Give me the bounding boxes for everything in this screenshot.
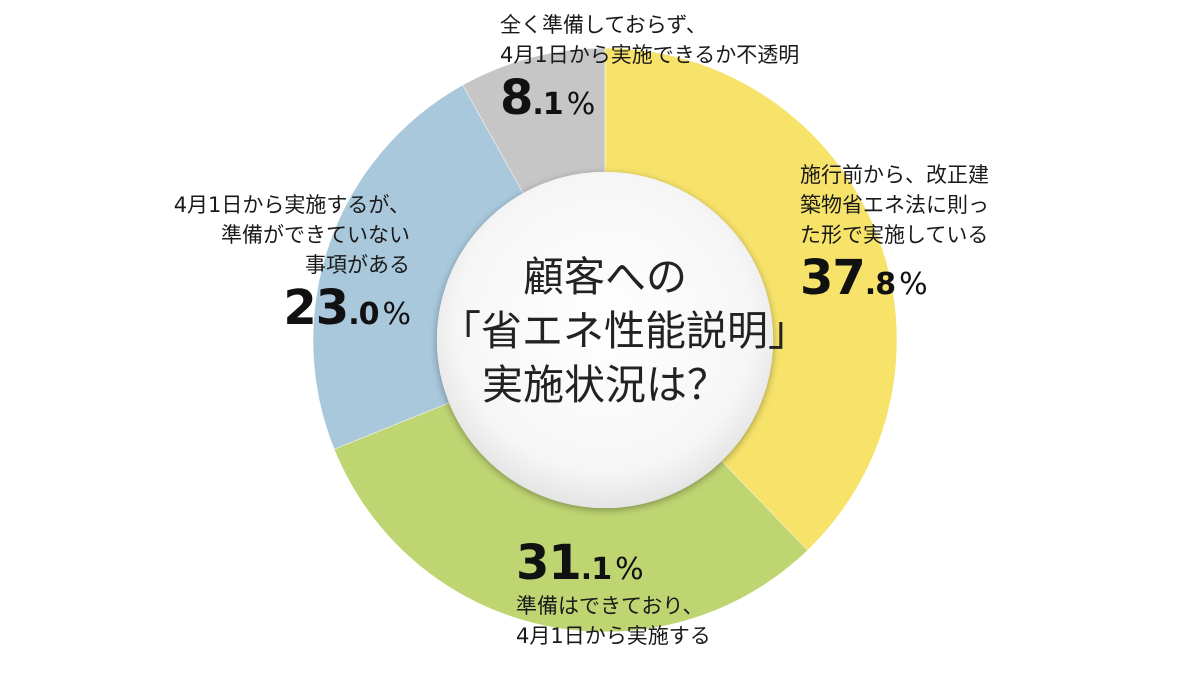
slice-description-3-line-1: 全く準備しておらず、 <box>500 13 707 37</box>
slice-value-1-int: 31 <box>516 535 582 591</box>
donut-center <box>437 172 773 508</box>
chart-title: 顧客への 「省エネ性能説明」 実施状況は？ <box>440 250 809 412</box>
slice-value-2-int: 23 <box>283 280 349 336</box>
slice-description-2-line-3: 事項がある <box>305 253 410 277</box>
slice-label-2: 4月1日から実施するが、 準備ができていない 事項がある 23.0% <box>150 190 411 336</box>
slice-value-2-dec: .0 <box>348 297 379 332</box>
slice-description-0: 施行前から、改正建 築物省エネ法に則っ た形で実施している <box>800 160 989 250</box>
slice-description-3-line-2: 4月1日から実施できるか不透明 <box>500 43 800 67</box>
slice-value-1-unit: % <box>615 552 643 587</box>
chart-title-line-1: 顧客への <box>523 253 687 301</box>
slice-value-0: 37.8% <box>800 250 989 306</box>
slice-description-2-line-1: 4月1日から実施するが、 <box>173 193 410 217</box>
slice-value-3-unit: % <box>566 87 595 122</box>
chart-title-line-2: 「省エネ性能説明」 <box>440 307 809 355</box>
slice-value-2: 23.0% <box>150 280 411 336</box>
slice-value-0-int: 37 <box>800 250 866 306</box>
slice-description-1-line-2: 4月1日から実施する <box>516 624 711 648</box>
slice-description-2: 4月1日から実施するが、 準備ができていない 事項がある <box>150 190 410 280</box>
slice-value-1-dec: .1 <box>580 552 612 587</box>
slice-value-3-dec: .1 <box>532 87 563 122</box>
slice-value-0-dec: .8 <box>864 267 896 302</box>
slice-value-3-int: 8 <box>500 70 533 126</box>
slice-description-3: 全く準備しておらず、 4月1日から実施できるか不透明 <box>500 10 799 70</box>
slice-value-3: 8.1% <box>500 70 799 126</box>
donut-slices <box>312 47 898 633</box>
chart-title-line-3: 実施状況は？ <box>482 361 728 409</box>
donut-slice-1 <box>333 402 808 633</box>
slice-value-1: 31.1% <box>516 535 711 591</box>
slice-value-0-unit: % <box>899 267 927 302</box>
slice-description-0-line-3: た形で実施している <box>800 223 989 247</box>
slice-label-0: 施行前から、改正建 築物省エネ法に則っ た形で実施している 37.8% <box>800 160 989 306</box>
slice-description-0-line-1: 施行前から、改正建 <box>800 163 989 187</box>
slice-label-1: 31.1% 準備はできており、 4月1日から実施する <box>516 535 711 651</box>
slice-description-0-line-2: 築物省エネ法に則っ <box>800 193 989 217</box>
slice-description-1-line-1: 準備はできており、 <box>516 594 704 618</box>
slice-label-3: 全く準備しておらず、 4月1日から実施できるか不透明 8.1% <box>500 10 799 126</box>
slice-description-1: 準備はできており、 4月1日から実施する <box>516 591 711 651</box>
slice-value-2-unit: % <box>382 297 410 332</box>
slice-description-2-line-2: 準備ができていない <box>221 223 410 247</box>
